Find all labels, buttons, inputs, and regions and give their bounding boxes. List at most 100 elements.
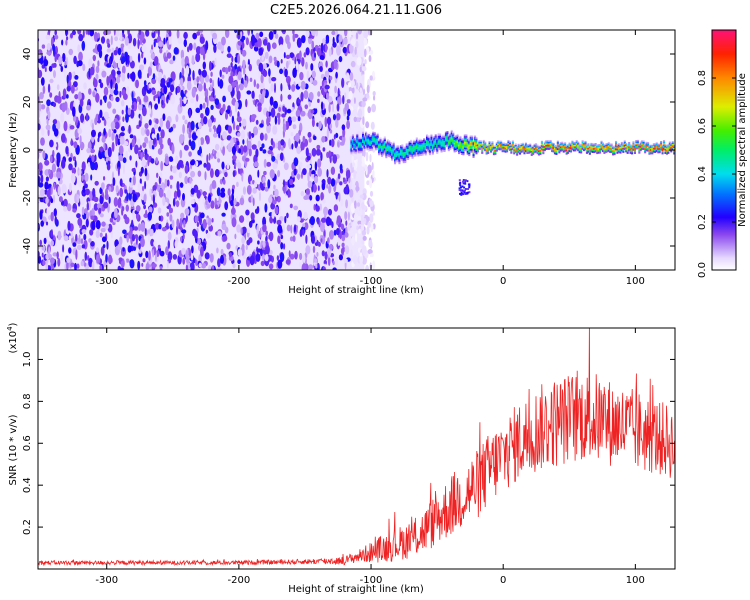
ridge-cell: [376, 144, 379, 147]
y-tick-label: 0.8: [22, 393, 33, 409]
noise-speck: [262, 176, 266, 183]
noise-speck: [57, 185, 61, 196]
noise-speck: [313, 204, 316, 211]
ridge-cell: [410, 139, 413, 142]
ridge-cell: [481, 150, 484, 153]
ridge-cell: [426, 138, 429, 141]
noise-speck: [338, 192, 341, 202]
ridge-cell: [638, 150, 641, 153]
noise-speck: [266, 161, 272, 167]
noise-speck: [122, 229, 127, 235]
ridge-cell: [601, 142, 604, 145]
ridge-cell: [362, 137, 365, 139]
ridge-cell: [482, 147, 485, 150]
noise-speck: [34, 137, 36, 147]
noise-speck: [74, 262, 77, 270]
noise-speck: [164, 155, 170, 165]
noise-speck: [45, 34, 51, 40]
noise-speck: [270, 138, 274, 146]
ridge-cell: [458, 144, 461, 147]
ridge-cell: [466, 151, 469, 154]
noise-speck: [124, 122, 129, 131]
ridge-cell: [513, 149, 516, 152]
ridge-cell: [414, 145, 417, 148]
ridge-cell: [569, 144, 572, 147]
ridge-cell: [446, 131, 449, 134]
noise-speck: [127, 245, 132, 253]
ridge-cell: [479, 144, 482, 147]
noise-speck: [355, 40, 359, 49]
ridge-cell: [546, 147, 549, 150]
ridge-cell: [466, 143, 469, 146]
secondary-blob-cell: [463, 180, 465, 183]
ridge-cell: [369, 139, 372, 142]
ridge-cell: [526, 149, 529, 151]
ridge-cell: [609, 145, 612, 147]
ridge-cell: [482, 139, 485, 142]
noise-speck: [355, 232, 358, 243]
y-tick-label: 0: [22, 147, 33, 153]
noise-speck: [73, 81, 78, 88]
noise-speck: [210, 104, 214, 110]
ridge-cell: [433, 145, 436, 148]
ridge-cell: [402, 146, 405, 149]
noise-speck: [329, 76, 333, 81]
noise-speck: [155, 30, 159, 34]
ridge-cell: [375, 142, 378, 145]
noise-speck: [284, 215, 287, 224]
noise-speck: [362, 97, 368, 102]
ridge-cell: [388, 143, 391, 146]
ridge-cell: [380, 154, 383, 157]
ridge-cell: [369, 145, 372, 148]
ridge-cell: [641, 146, 644, 149]
noise-speck: [95, 92, 100, 103]
ridge-cell: [588, 146, 591, 149]
ridge-cell: [405, 144, 408, 147]
ridge-cell: [423, 147, 426, 150]
ridge-cell: [353, 150, 356, 152]
ridge-cell: [664, 147, 667, 150]
noise-speck: [347, 224, 351, 232]
noise-speck: [220, 254, 224, 264]
noise-speck: [178, 171, 182, 179]
noise-speck: [196, 221, 200, 228]
noise-speck: [239, 145, 244, 156]
noise-speck: [204, 171, 207, 181]
noise-speck: [262, 90, 266, 98]
ridge-cell: [463, 137, 466, 140]
noise-speck: [246, 90, 252, 95]
ridge-cell: [431, 143, 434, 146]
noise-speck: [220, 187, 225, 193]
noise-speck: [318, 120, 322, 130]
noise-speck: [135, 205, 141, 212]
ridge-cell: [472, 140, 475, 143]
secondary-blob-cell: [464, 188, 467, 190]
noise-speck: [320, 238, 323, 243]
noise-speck: [280, 93, 283, 102]
noise-speck: [162, 113, 166, 121]
ridge-cell: [392, 149, 395, 152]
ridge-cell: [398, 151, 401, 154]
ridge-cell: [472, 148, 475, 151]
ridge-cell: [414, 141, 417, 143]
y-tick-label: 20: [22, 96, 33, 109]
ridge-cell: [622, 149, 625, 152]
noise-speck: [273, 100, 278, 109]
ridge-cell: [392, 143, 395, 146]
ridge-cell: [673, 151, 675, 153]
noise-speck: [157, 72, 163, 77]
noise-speck: [240, 130, 246, 140]
noise-speck: [271, 42, 277, 49]
noise-speck: [99, 99, 103, 106]
ridge-cell: [402, 153, 405, 156]
noise-speck: [271, 210, 275, 219]
noise-speck: [129, 60, 135, 69]
noise-speck: [349, 188, 354, 198]
noise-speck: [133, 226, 139, 231]
noise-speck: [301, 35, 306, 44]
noise-speck: [45, 176, 50, 182]
ridge-cell: [385, 150, 388, 153]
ridge-cell: [465, 144, 468, 147]
noise-speck: [81, 229, 87, 234]
noise-speck: [192, 70, 195, 81]
